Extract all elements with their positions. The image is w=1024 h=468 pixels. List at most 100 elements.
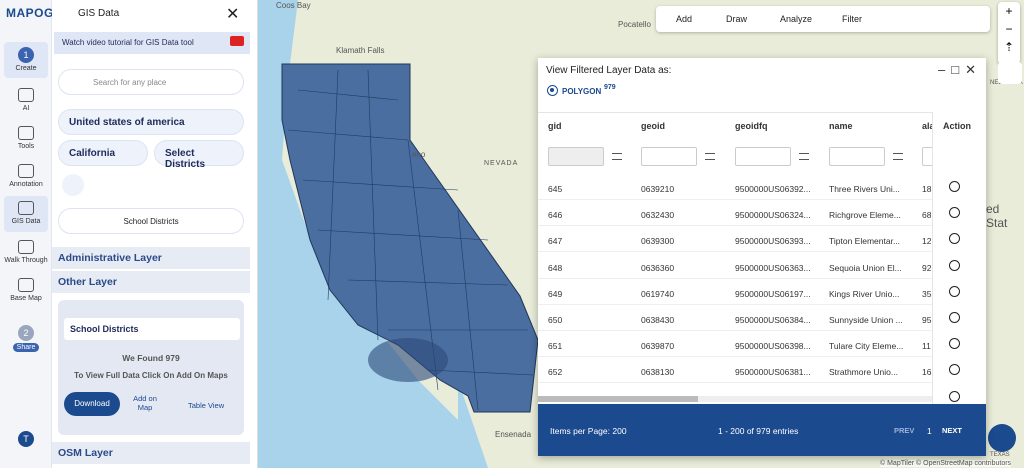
- table-cell: Sequoia Union El...: [829, 262, 902, 273]
- chat-button[interactable]: [988, 424, 1016, 452]
- zoom-controls[interactable]: + − ⇡: [998, 2, 1020, 64]
- column-header[interactable]: gid: [548, 121, 562, 131]
- table-view-button[interactable]: Table View: [188, 401, 225, 410]
- column-header[interactable]: geoidfq: [735, 121, 768, 131]
- table-cell: 9500000US06384...: [735, 315, 811, 325]
- polygon-radio[interactable]: [547, 85, 558, 96]
- prev-button[interactable]: PREV: [894, 426, 915, 435]
- section-header[interactable]: Other Layer: [52, 271, 250, 293]
- table-cell: 0639210: [641, 184, 675, 194]
- zoom-button[interactable]: [949, 181, 960, 192]
- action-column: Action: [932, 112, 986, 404]
- close-button[interactable]: ✕: [226, 6, 240, 23]
- table-cell: Sunnyside Union ...: [829, 315, 903, 325]
- place-search[interactable]: Search for any place: [58, 69, 244, 95]
- tutorial-banner[interactable]: Watch video tutorial for GIS Data tool: [54, 32, 250, 54]
- filter-icon[interactable]: [705, 153, 715, 160]
- card-title: School Districts: [64, 318, 240, 340]
- column-filter[interactable]: [548, 147, 604, 166]
- icon: [18, 126, 34, 140]
- result-card: School Districts We Found 979 To View Fu…: [58, 300, 244, 435]
- column-header[interactable]: ala: [922, 121, 935, 131]
- state-select[interactable]: California: [58, 140, 148, 166]
- row-divider: [538, 251, 986, 253]
- base-map-tab[interactable]: Base Map: [4, 278, 48, 302]
- column-filter[interactable]: [641, 147, 697, 166]
- zoom-button[interactable]: [949, 364, 960, 376]
- dataset-search[interactable]: School Districts: [58, 208, 244, 234]
- youtube-icon: [230, 36, 244, 46]
- zoom-button[interactable]: [949, 312, 960, 323]
- table-cell: 9500000US06363...: [735, 262, 811, 273]
- filter-icon[interactable]: [612, 153, 622, 160]
- draw-button[interactable]: Draw: [726, 14, 748, 24]
- scroll-thumb: [538, 396, 698, 402]
- district-select[interactable]: Select Districts: [154, 140, 244, 170]
- table-cell: 651: [548, 341, 563, 352]
- found-text: We Found: [122, 353, 164, 363]
- filter-icon[interactable]: [893, 153, 903, 160]
- annotation-tab[interactable]: Annotation: [4, 164, 48, 188]
- next-button[interactable]: NEXT: [942, 426, 963, 435]
- icon: [18, 164, 34, 178]
- column-header[interactable]: name: [829, 121, 853, 131]
- print-button[interactable]: [998, 62, 1022, 84]
- found-count: 979: [165, 353, 180, 363]
- analyze-button[interactable]: Analyze: [780, 14, 813, 24]
- column-header[interactable]: geoid: [641, 121, 665, 131]
- zoom-button[interactable]: [949, 390, 960, 402]
- gis-data-tab[interactable]: GIS Data: [4, 196, 48, 232]
- page-number: 1: [927, 426, 932, 436]
- column-filter[interactable]: [735, 147, 791, 166]
- icon: [18, 278, 34, 292]
- create-tab[interactable]: 1 Create: [4, 42, 48, 78]
- refresh-button[interactable]: [62, 174, 84, 196]
- column-header: Action: [943, 121, 971, 131]
- zoom-button[interactable]: [949, 207, 960, 219]
- scrollbar[interactable]: [538, 396, 932, 402]
- table-cell: 647: [548, 236, 563, 247]
- table-cell: Kings River Unio...: [829, 288, 900, 299]
- walk-through-tab[interactable]: Walk Through: [4, 240, 48, 264]
- tools-tab[interactable]: Tools: [4, 126, 48, 150]
- table-cell: 648: [548, 262, 563, 273]
- zoom-button[interactable]: [949, 338, 960, 350]
- ai-tab[interactable]: AI: [4, 88, 48, 112]
- add-button[interactable]: Add: [676, 14, 693, 24]
- icon: [18, 88, 34, 102]
- country-select[interactable]: United states of america: [58, 109, 244, 135]
- tab-label: Walk Through: [4, 257, 48, 264]
- icon: [18, 201, 34, 215]
- filter-icon[interactable]: [799, 153, 809, 160]
- items-per-page[interactable]: Items per Page: 200: [550, 426, 627, 436]
- select-value: United states of america: [69, 117, 185, 128]
- district-boundaries: [287, 69, 534, 411]
- download-button[interactable]: Download: [64, 392, 120, 416]
- gis-panel: GIS Data ✕ Watch video tutorial for GIS …: [52, 0, 258, 468]
- zoom-button[interactable]: [949, 259, 960, 271]
- tab-label: Share: [12, 343, 40, 352]
- zoom-button[interactable]: [949, 233, 960, 245]
- map-label: Klamath Falls: [336, 46, 385, 55]
- pagination-bar: Items per Page: 200 1 - 200 of 979 entri…: [538, 404, 986, 456]
- window-controls[interactable]: –□✕: [938, 62, 982, 77]
- share-tab[interactable]: 2 Share: [4, 325, 48, 352]
- add-on-map-button[interactable]: Add on Map: [133, 394, 157, 412]
- feature-count: 979: [604, 84, 616, 91]
- column-filter[interactable]: [829, 147, 885, 166]
- tab-label: Base Map: [10, 295, 42, 302]
- filter-button[interactable]: Filter: [842, 14, 862, 24]
- table-cell: 9500000US06381...: [735, 367, 811, 378]
- tab-label: Tools: [17, 143, 35, 150]
- row-divider: [538, 277, 986, 279]
- section-header[interactable]: OSM Layer: [52, 442, 250, 464]
- zoom-button[interactable]: [949, 285, 960, 297]
- row-divider: [538, 225, 986, 227]
- table-cell: 646: [548, 210, 563, 221]
- logo[interactable]: MAPOG: [6, 6, 54, 20]
- tab-label: GIS Data: [11, 218, 41, 225]
- section-header[interactable]: Administrative Layer: [52, 247, 250, 269]
- data-table-modal: View Filtered Layer Data as: –□✕ POLYGON…: [538, 58, 986, 456]
- user-avatar[interactable]: T: [18, 431, 34, 447]
